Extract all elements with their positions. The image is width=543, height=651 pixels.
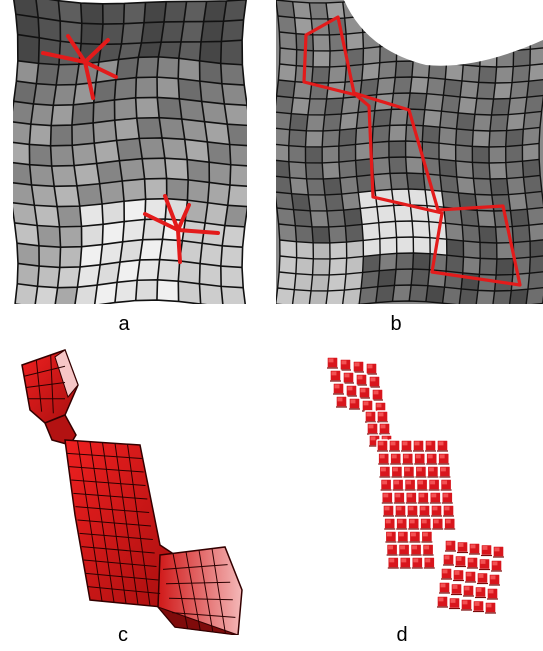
singular-vertex-star-upper [41, 34, 118, 100]
panel-c-hex-mesh [21, 349, 243, 635]
caption-c: c [118, 624, 128, 646]
caption-b: b [390, 313, 402, 335]
panel-c [10, 345, 250, 635]
panel-d-exploded-elements [326, 356, 505, 614]
singular-vertex-star-lower [143, 194, 220, 264]
caption-a: a [118, 313, 130, 335]
panel-a-mesh [13, 0, 247, 304]
panel-a [13, 0, 247, 304]
region-outline [302, 15, 522, 287]
panel-d [305, 345, 535, 635]
caption-d: d [396, 624, 408, 646]
panel-b-mesh [276, 0, 543, 304]
panel-b [276, 0, 543, 304]
